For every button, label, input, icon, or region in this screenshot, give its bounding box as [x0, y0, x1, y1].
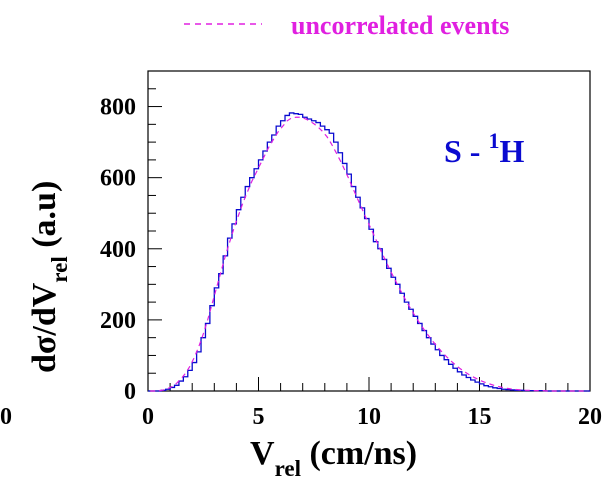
y-axis-title-rest: (a.u): [26, 181, 63, 257]
y-axis-title-subscript: rel: [47, 256, 72, 282]
dataset-annotation: S - 1H: [444, 128, 524, 169]
x-axis-title-rest: (cm/ns): [301, 435, 417, 472]
y-axis-title: dσ/dVrel (a.u): [26, 181, 72, 373]
x-axis-title: Vrel (cm/ns): [250, 435, 417, 481]
legend: uncorrelated events: [184, 11, 509, 40]
annotation-superscript: 1: [488, 128, 499, 153]
y-axis-title-main: dσ/dV: [26, 282, 63, 373]
y-tick-label: 200: [100, 308, 136, 334]
uncorrelated-series: [150, 116, 588, 392]
x-tick-label: 15: [468, 404, 492, 430]
y-tick-label: 400: [100, 237, 136, 263]
x-tick-label: 20: [578, 404, 602, 430]
x-tick-label: 10: [357, 404, 381, 430]
y-tick-label: 0: [124, 379, 136, 405]
annotation-rest: H: [499, 133, 524, 169]
y-tick-label: 600: [100, 166, 136, 192]
annotation-main: S -: [444, 133, 488, 169]
y-tick-label: 800: [100, 95, 136, 121]
legend-label: uncorrelated events: [291, 11, 509, 40]
series-group: [148, 112, 590, 392]
x-axis-title-main: V: [250, 435, 275, 472]
x-tick-label: 5: [253, 404, 265, 430]
plot-frame: [147, 70, 591, 392]
x-tick-label: 0: [142, 404, 154, 430]
x-axis-title-subscript: rel: [275, 456, 301, 481]
x-tick-label-outside: 0: [0, 404, 12, 430]
